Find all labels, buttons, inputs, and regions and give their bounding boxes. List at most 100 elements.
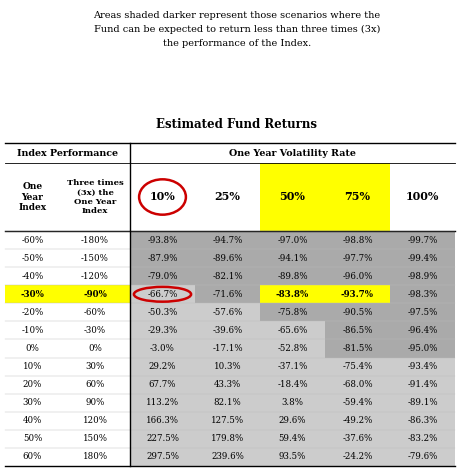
Text: 59.4%: 59.4% bbox=[279, 434, 306, 443]
Bar bbox=[5, 143, 455, 466]
Bar bbox=[260, 231, 325, 249]
Text: -68.0%: -68.0% bbox=[342, 380, 373, 389]
Bar bbox=[130, 357, 195, 375]
Bar bbox=[325, 448, 390, 466]
Bar bbox=[260, 163, 325, 231]
Text: -94.7%: -94.7% bbox=[212, 236, 243, 244]
Text: -75.4%: -75.4% bbox=[342, 362, 373, 371]
Text: 100%: 100% bbox=[406, 192, 439, 203]
Bar bbox=[130, 249, 195, 267]
Text: -57.6%: -57.6% bbox=[212, 308, 243, 317]
Text: -17.1%: -17.1% bbox=[212, 344, 243, 353]
Text: -39.6%: -39.6% bbox=[212, 326, 243, 335]
Text: Estimated Fund Returns: Estimated Fund Returns bbox=[156, 117, 318, 130]
Bar bbox=[325, 231, 390, 249]
Text: -40%: -40% bbox=[21, 272, 44, 281]
Bar bbox=[260, 340, 325, 357]
Text: -24.2%: -24.2% bbox=[342, 453, 373, 462]
Text: -30%: -30% bbox=[20, 290, 45, 299]
Bar bbox=[5, 285, 60, 303]
Bar bbox=[130, 412, 195, 430]
Text: -98.9%: -98.9% bbox=[407, 272, 438, 281]
Text: 60%: 60% bbox=[85, 380, 105, 389]
Text: -59.4%: -59.4% bbox=[342, 398, 373, 407]
Bar bbox=[260, 375, 325, 394]
Text: 150%: 150% bbox=[82, 434, 108, 443]
Bar bbox=[325, 412, 390, 430]
Text: -97.0%: -97.0% bbox=[277, 236, 308, 244]
Text: -83.8%: -83.8% bbox=[276, 290, 309, 299]
Text: -120%: -120% bbox=[81, 272, 109, 281]
Bar bbox=[325, 375, 390, 394]
Bar bbox=[130, 231, 195, 249]
Bar bbox=[325, 430, 390, 448]
Text: 75%: 75% bbox=[345, 192, 371, 203]
Text: -71.6%: -71.6% bbox=[212, 290, 243, 299]
Bar bbox=[325, 357, 390, 375]
Text: -98.8%: -98.8% bbox=[342, 236, 373, 244]
Bar bbox=[195, 448, 260, 466]
Text: 120%: 120% bbox=[82, 416, 108, 425]
Text: 93.5%: 93.5% bbox=[279, 453, 306, 462]
Bar bbox=[260, 448, 325, 466]
Text: -97.7%: -97.7% bbox=[342, 253, 373, 263]
Text: 40%: 40% bbox=[23, 416, 42, 425]
Text: 67.7%: 67.7% bbox=[149, 380, 176, 389]
Text: -83.2%: -83.2% bbox=[407, 434, 438, 443]
Bar bbox=[260, 394, 325, 412]
Bar bbox=[130, 375, 195, 394]
Text: 25%: 25% bbox=[215, 192, 240, 203]
Bar bbox=[195, 357, 260, 375]
Text: 127.5%: 127.5% bbox=[211, 416, 244, 425]
Bar bbox=[130, 448, 195, 466]
Text: -65.6%: -65.6% bbox=[277, 326, 308, 335]
Bar bbox=[260, 267, 325, 285]
Bar bbox=[325, 163, 390, 231]
Text: -150%: -150% bbox=[81, 253, 109, 263]
Bar bbox=[195, 412, 260, 430]
Bar bbox=[390, 375, 455, 394]
Bar bbox=[325, 285, 390, 303]
Text: 60%: 60% bbox=[23, 453, 42, 462]
Bar bbox=[195, 285, 260, 303]
Text: -89.6%: -89.6% bbox=[212, 253, 243, 263]
Text: -95.0%: -95.0% bbox=[407, 344, 438, 353]
Text: -99.7%: -99.7% bbox=[407, 236, 438, 244]
Text: -37.1%: -37.1% bbox=[277, 362, 308, 371]
Text: -49.2%: -49.2% bbox=[342, 416, 373, 425]
Text: Three times
(3x) the
One Year
Index: Three times (3x) the One Year Index bbox=[67, 179, 123, 215]
Bar bbox=[390, 340, 455, 357]
Text: 0%: 0% bbox=[88, 344, 102, 353]
Text: 43.3%: 43.3% bbox=[214, 380, 241, 389]
Bar bbox=[325, 267, 390, 285]
Bar bbox=[390, 412, 455, 430]
Text: -180%: -180% bbox=[81, 236, 109, 244]
Text: -86.3%: -86.3% bbox=[407, 416, 438, 425]
Text: 20%: 20% bbox=[23, 380, 42, 389]
Bar bbox=[130, 394, 195, 412]
Bar bbox=[390, 231, 455, 249]
Bar bbox=[130, 303, 195, 321]
Bar bbox=[390, 357, 455, 375]
Text: -60%: -60% bbox=[21, 236, 44, 244]
Text: -94.1%: -94.1% bbox=[277, 253, 308, 263]
Bar bbox=[390, 285, 455, 303]
Text: Index Performance: Index Performance bbox=[17, 148, 118, 157]
Text: -60%: -60% bbox=[84, 308, 106, 317]
Text: -37.6%: -37.6% bbox=[342, 434, 373, 443]
Bar bbox=[195, 303, 260, 321]
Text: -3.0%: -3.0% bbox=[150, 344, 175, 353]
Text: 29.6%: 29.6% bbox=[279, 416, 306, 425]
Bar bbox=[195, 231, 260, 249]
Text: -20%: -20% bbox=[21, 308, 44, 317]
Bar bbox=[260, 249, 325, 267]
Bar bbox=[195, 340, 260, 357]
Text: 50%: 50% bbox=[280, 192, 305, 203]
Text: 227.5%: 227.5% bbox=[146, 434, 179, 443]
Bar bbox=[390, 321, 455, 340]
Text: -18.4%: -18.4% bbox=[277, 380, 308, 389]
Text: -98.3%: -98.3% bbox=[407, 290, 438, 299]
Bar bbox=[260, 412, 325, 430]
Text: Areas shaded darker represent those scenarios where the: Areas shaded darker represent those scen… bbox=[93, 10, 381, 19]
Text: -89.1%: -89.1% bbox=[407, 398, 438, 407]
